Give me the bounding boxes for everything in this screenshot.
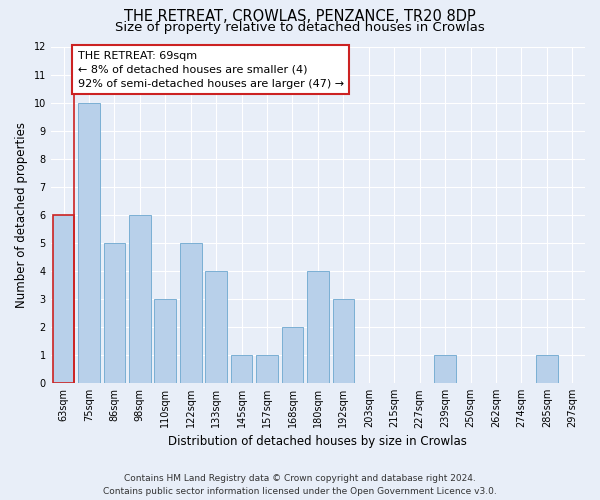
Bar [205,271,227,383]
Bar [231,355,253,383]
Text: THE RETREAT: 69sqm
← 8% of detached houses are smaller (4)
92% of semi-detached : THE RETREAT: 69sqm ← 8% of detached hous… [77,50,344,88]
Bar [536,355,557,383]
Bar [434,355,456,383]
Y-axis label: Number of detached properties: Number of detached properties [15,122,28,308]
Bar [256,355,278,383]
X-axis label: Distribution of detached houses by size in Crowlas: Distribution of detached houses by size … [169,434,467,448]
Bar [332,299,354,383]
Text: THE RETREAT, CROWLAS, PENZANCE, TR20 8DP: THE RETREAT, CROWLAS, PENZANCE, TR20 8DP [124,9,476,24]
Bar [154,299,176,383]
Bar [104,243,125,383]
Bar [129,215,151,383]
Text: Contains HM Land Registry data © Crown copyright and database right 2024.
Contai: Contains HM Land Registry data © Crown c… [103,474,497,496]
Text: Size of property relative to detached houses in Crowlas: Size of property relative to detached ho… [115,22,485,35]
Bar [180,243,202,383]
Bar [78,102,100,383]
Bar [307,271,329,383]
Bar [53,215,74,383]
Bar [281,327,303,383]
